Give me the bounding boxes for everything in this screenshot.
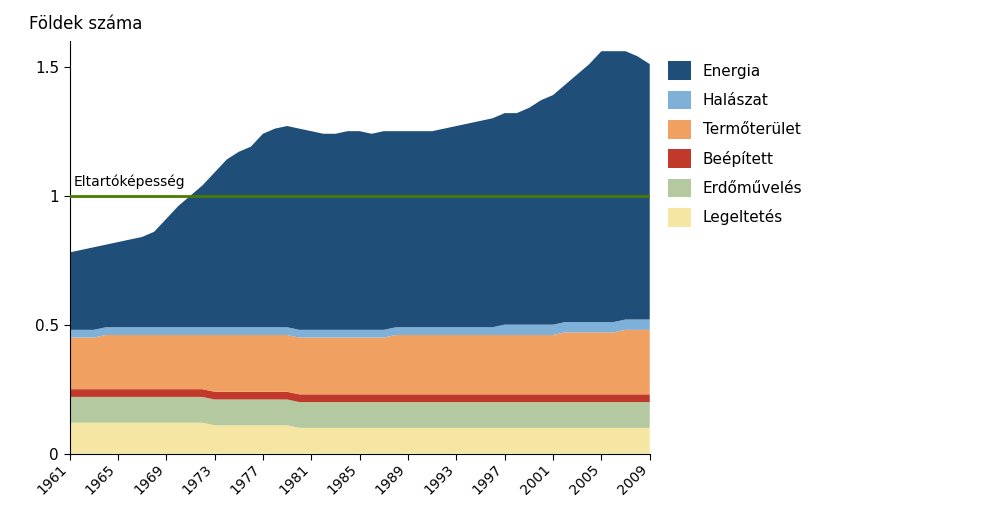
Text: Eltartóképesség: Eltartóképesség (73, 175, 185, 189)
Legend: Energia, Halászat, Termőterület, Beépített, Erdőművelés, Legeltetés: Energia, Halászat, Termőterület, Beépíte… (663, 57, 807, 231)
Text: Földek száma: Földek száma (29, 15, 143, 33)
